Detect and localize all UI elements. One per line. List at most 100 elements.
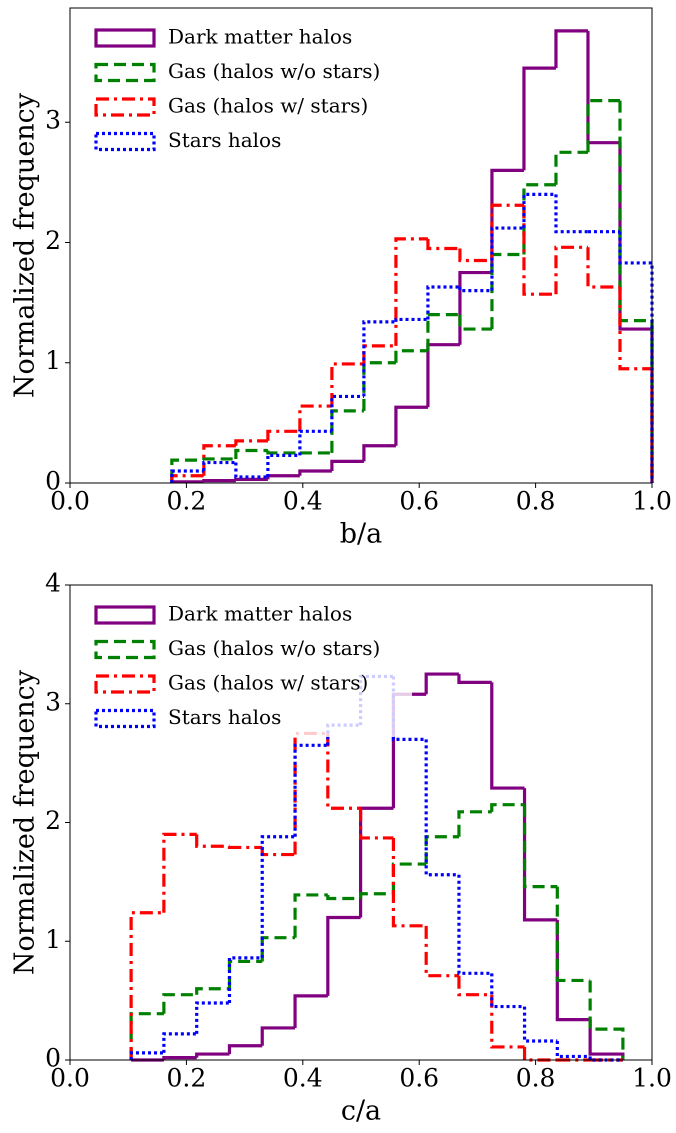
histogram-step: [227, 956, 263, 1003]
histogram-step: [293, 731, 328, 855]
legend-label: Dark matter halos: [168, 25, 352, 49]
x-tick-label: 0.0: [50, 1064, 90, 1093]
histogram-step: [234, 462, 268, 479]
histogram-step: [490, 682, 525, 790]
histogram-step: [457, 674, 492, 684]
histogram-step: [522, 804, 558, 889]
histogram-step: [522, 66, 556, 171]
histogram-step: [362, 361, 396, 411]
histogram-step: [202, 457, 236, 461]
histogram-step: [358, 806, 394, 918]
histogram-step: [202, 460, 236, 471]
histogram-step: [227, 845, 263, 850]
histogram-step: [490, 803, 525, 812]
histogram-step: [266, 453, 300, 477]
histogram-step: [293, 994, 328, 1028]
histogram-step: [588, 1056, 623, 1062]
legend-swatch: [94, 708, 156, 729]
y-tick-label: 0: [45, 467, 61, 496]
y-axis-label: Normalized frequency: [10, 669, 41, 975]
histogram-step: [234, 448, 268, 459]
histogram-step: [202, 444, 236, 476]
histogram-step: [490, 252, 524, 330]
histogram-step: [326, 733, 361, 810]
histogram-step: [554, 194, 588, 234]
y-tick-label: 0: [45, 1044, 61, 1073]
y-tick-label: 2: [45, 806, 61, 835]
histogram-step: [490, 973, 525, 1009]
y-tick-label: 2: [45, 226, 61, 255]
histogram-step: [362, 444, 396, 462]
histogram-step: [490, 994, 525, 1049]
legend-swatch: [94, 97, 156, 117]
histogram-step: [522, 1046, 558, 1062]
histogram-step: [170, 458, 204, 483]
histogram-step: [162, 993, 197, 1014]
y-tick-label: 1: [45, 346, 61, 375]
x-tick-label: 0.6: [399, 1064, 439, 1093]
legend-swatch: [94, 639, 156, 660]
histogram-step: [426, 343, 460, 408]
histogram-step: [227, 959, 263, 989]
histogram-step: [394, 237, 428, 346]
histogram-step: [458, 286, 492, 293]
histogram-step: [394, 405, 428, 446]
legend-label: Gas (halos w/ stars): [168, 671, 368, 695]
histogram-step: [424, 739, 459, 877]
histogram-step: [362, 320, 396, 397]
subplot: 0.0 0.2 0.4 0.6 0.8 1.0 0 1 2 3 4 c/a Normalized fre…: [10, 569, 672, 1127]
series: [170, 203, 654, 483]
histogram-step: [522, 788, 558, 922]
histogram-step: [588, 980, 625, 1060]
histogram-step: [394, 349, 428, 363]
y-tick-label: 3: [45, 106, 61, 135]
histogram-step: [586, 98, 620, 153]
histogram-step: [326, 915, 361, 996]
histogram-step: [260, 1026, 296, 1046]
x-tick-label: 0.2: [167, 487, 207, 516]
histogram-step: [298, 429, 332, 456]
histogram-step: [588, 1019, 625, 1060]
x-tick-label: 1.0: [632, 487, 672, 516]
histogram-step: [457, 874, 492, 975]
x-tick-label: 0.2: [167, 1064, 207, 1093]
legend-label: Gas (halos w/o stars): [168, 636, 380, 660]
histogram-step: [391, 837, 427, 928]
series: [129, 731, 623, 1062]
x-tick-label: 0.0: [50, 487, 90, 516]
histogram-step: [195, 987, 230, 995]
histogram-step: [586, 30, 620, 145]
histogram-step: [266, 450, 300, 455]
histogram-step: [424, 835, 459, 865]
histogram-step: [554, 29, 588, 69]
y-axis-label: Normalized frequency: [10, 92, 41, 398]
histogram-step: [234, 477, 268, 481]
legend: Dark matter halos Gas (halos w/o stars) Ga…: [80, 20, 412, 160]
histogram-step: [234, 439, 268, 446]
histogram-step: [391, 862, 427, 894]
histogram-step: [293, 893, 328, 938]
histogram-step: [426, 238, 460, 251]
subplot: 0.0 0.2 0.4 0.6 0.8 1.0 0 1 2 3 b/a Normalized freq…: [10, 7, 672, 550]
histogram-step: [555, 1041, 591, 1059]
y-tick-label: 3: [45, 687, 61, 716]
legend-label: Dark matter halos: [168, 602, 352, 626]
series: [170, 192, 654, 483]
x-tick-label: 0.8: [516, 1064, 556, 1093]
histogram-step: [618, 231, 654, 483]
x-tick-label: 0.6: [399, 487, 439, 516]
histogram-step: [195, 1052, 230, 1058]
histogram-step: [260, 847, 296, 857]
histogram-step: [129, 911, 164, 1060]
histogram-step: [555, 919, 591, 1022]
legend-swatch: [94, 674, 156, 694]
histogram-step: [426, 285, 460, 320]
histogram-step: [358, 892, 394, 899]
histogram-step: [394, 317, 428, 322]
legend-swatch: [94, 605, 156, 625]
y-tick-label: 4: [45, 569, 61, 598]
histogram-step: [458, 248, 492, 263]
histogram-step: [522, 192, 556, 229]
legend-label: Gas (halos w/o stars): [168, 59, 380, 83]
